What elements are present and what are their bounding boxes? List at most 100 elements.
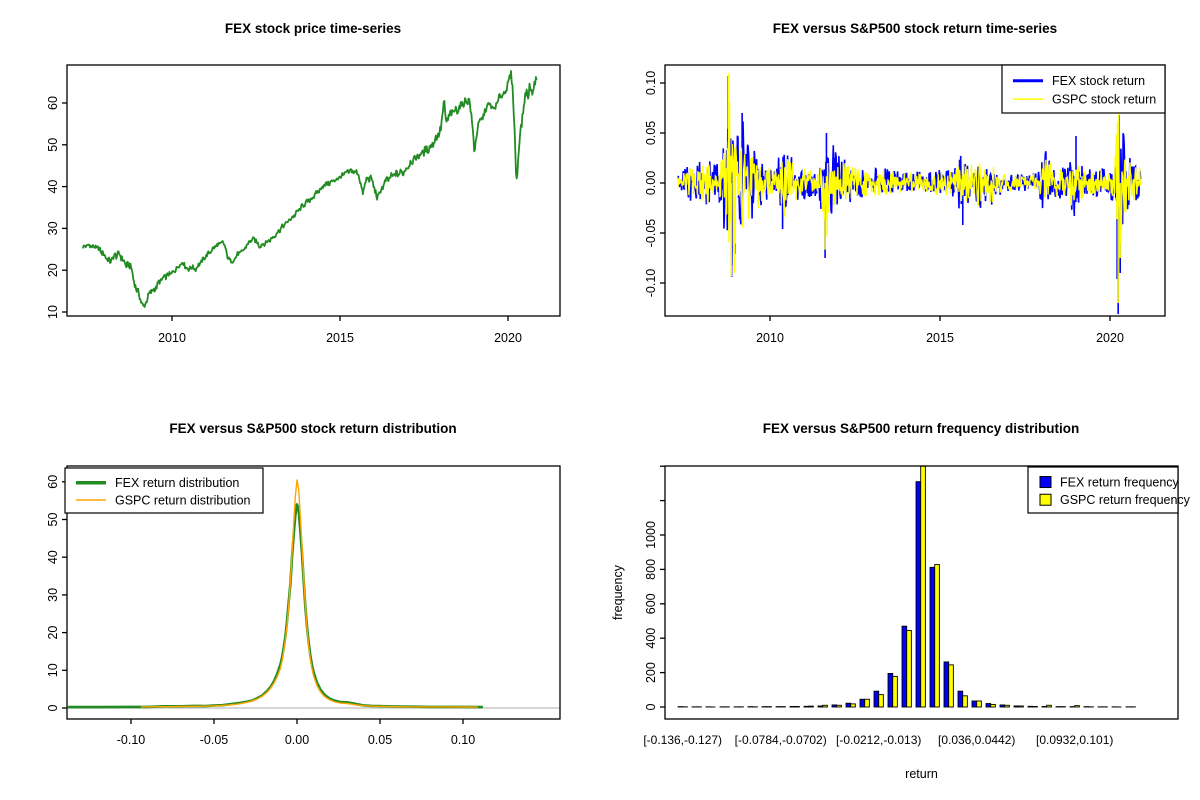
plot-area <box>677 466 1136 708</box>
return-distribution-chart: -0.10 -0.05 0.00 0.05 0.10 0 10 20 30 40 50 60 FEX r… <box>46 465 561 747</box>
axis-label: 0 <box>46 704 60 711</box>
axis-label: 20 <box>46 626 60 640</box>
axis-label: GSPC stock return <box>1052 93 1156 107</box>
axis-label: 2010 <box>756 331 784 345</box>
bar-gspc <box>934 564 940 708</box>
bar-gspc <box>864 698 870 708</box>
bar-fex <box>1041 706 1048 708</box>
bar-gspc <box>808 705 814 708</box>
legend-box <box>64 467 264 514</box>
axis-label: 0.10 <box>644 71 658 95</box>
series-fex-density <box>67 503 483 709</box>
panel-return-timeseries: FEX versus S&P500 stock return time-seri… <box>600 0 1200 400</box>
bar-gspc <box>1004 704 1010 708</box>
axis-label: 2015 <box>326 331 354 345</box>
axis-label: 50 <box>46 138 60 152</box>
plot-box <box>66 64 561 317</box>
plot-area <box>67 479 560 709</box>
axis-label: 0 <box>644 703 658 710</box>
bar-fex <box>901 625 908 708</box>
bar-gspc <box>850 703 856 708</box>
axis-label: 30 <box>46 588 60 602</box>
bar-gspc <box>990 703 996 708</box>
axis-label: 40 <box>46 550 60 564</box>
bar-fex <box>985 703 992 708</box>
bar-gspc <box>1046 704 1052 708</box>
bar-fex <box>999 704 1006 708</box>
axis-label: frequency <box>611 564 625 620</box>
bar-fex <box>943 661 950 708</box>
bar-gspc <box>822 704 828 708</box>
axis-label: [-0.0212,-0.013) <box>836 733 921 747</box>
bar-gspc <box>906 630 912 708</box>
panel-return-distribution: FEX versus S&P500 stock return distribut… <box>0 400 600 800</box>
bar-fex <box>1013 705 1020 708</box>
legend-box <box>1027 466 1179 514</box>
bar-gspc <box>948 664 954 708</box>
plot-box <box>664 465 1179 720</box>
bar-fex <box>789 706 796 708</box>
axis-label: 600 <box>644 593 658 614</box>
return-timeseries-chart: 2010 2015 2020 0.10 0.05 0.00 -0.05 -0.10 FEX st… <box>644 64 1166 345</box>
plot-box <box>66 465 561 720</box>
axis-label: [0.0932,0.101) <box>1036 733 1113 747</box>
axis-label: -0.05 <box>200 733 229 747</box>
bar-fex <box>803 705 810 708</box>
bar-fex <box>845 702 852 708</box>
bar-fex <box>817 705 824 708</box>
plot-area <box>82 70 538 308</box>
bar-gspc <box>836 704 842 708</box>
price-timeseries-chart: 2010 2015 2020 10 20 30 40 50 60 <box>46 64 561 345</box>
axis-label: 60 <box>46 475 60 489</box>
axis-label: 0.05 <box>644 121 658 145</box>
axis-label: 2020 <box>1096 331 1124 345</box>
legend-box <box>1001 64 1166 114</box>
axis-label: FEX stock return <box>1052 74 1145 88</box>
panel-return-frequency: FEX versus S&P500 return frequency distr… <box>600 400 1200 800</box>
axis-label: 40 <box>46 180 60 194</box>
axis-label: 2020 <box>494 331 522 345</box>
plot-box <box>664 64 1166 317</box>
axis-label: 0.10 <box>451 733 475 747</box>
bar-fex <box>873 690 880 708</box>
bar-gspc <box>920 466 926 708</box>
axis-label: [0.036,0.0442) <box>938 733 1015 747</box>
axis-label: 0.05 <box>368 733 392 747</box>
chart-title-distribution: FEX versus S&P500 stock return distribut… <box>169 421 457 436</box>
bar-fex <box>887 673 894 708</box>
axis-label: 10 <box>46 305 60 319</box>
axis-label: 2015 <box>926 331 954 345</box>
chart-title-frequency: FEX versus S&P500 return frequency distr… <box>762 421 1080 436</box>
axis-label: GSPC return distribution <box>115 494 251 508</box>
axis-label: -0.05 <box>644 219 658 248</box>
bar-gspc <box>892 675 898 708</box>
axis-label: 800 <box>644 559 658 580</box>
axis-label: 30 <box>46 221 60 235</box>
axis-label: 20 <box>46 263 60 277</box>
bar-fex <box>1027 705 1034 708</box>
panel-price-timeseries: FEX stock price time-series 2010 2015 2020… <box>0 0 600 400</box>
bar-gspc <box>976 700 982 708</box>
legend-swatch <box>1039 476 1052 489</box>
bar-fex <box>859 698 866 708</box>
axis-label: 0.00 <box>285 733 309 747</box>
bar-gspc <box>794 706 800 708</box>
axis-label: 400 <box>644 628 658 649</box>
axis-label: 60 <box>46 96 60 110</box>
series-gspc-density <box>140 479 478 708</box>
axis-label: FEX return distribution <box>115 476 239 490</box>
axis-label: 1000 <box>644 521 658 549</box>
axis-label: 200 <box>644 662 658 683</box>
chart-title-returns: FEX versus S&P500 stock return time-seri… <box>772 21 1058 36</box>
axis-label: [-0.0784,-0.0702) <box>735 733 827 747</box>
axis-label: GSPC return frequency <box>1060 493 1191 507</box>
axis-label: 2010 <box>158 331 186 345</box>
axis-label: 10 <box>46 663 60 677</box>
bar-fex <box>929 566 936 708</box>
plot-area <box>677 73 1142 314</box>
bar-gspc <box>878 694 884 708</box>
bar-fex <box>915 481 922 708</box>
axis-label: FEX return frequency <box>1060 476 1180 490</box>
axis-label: -0.10 <box>644 269 658 298</box>
